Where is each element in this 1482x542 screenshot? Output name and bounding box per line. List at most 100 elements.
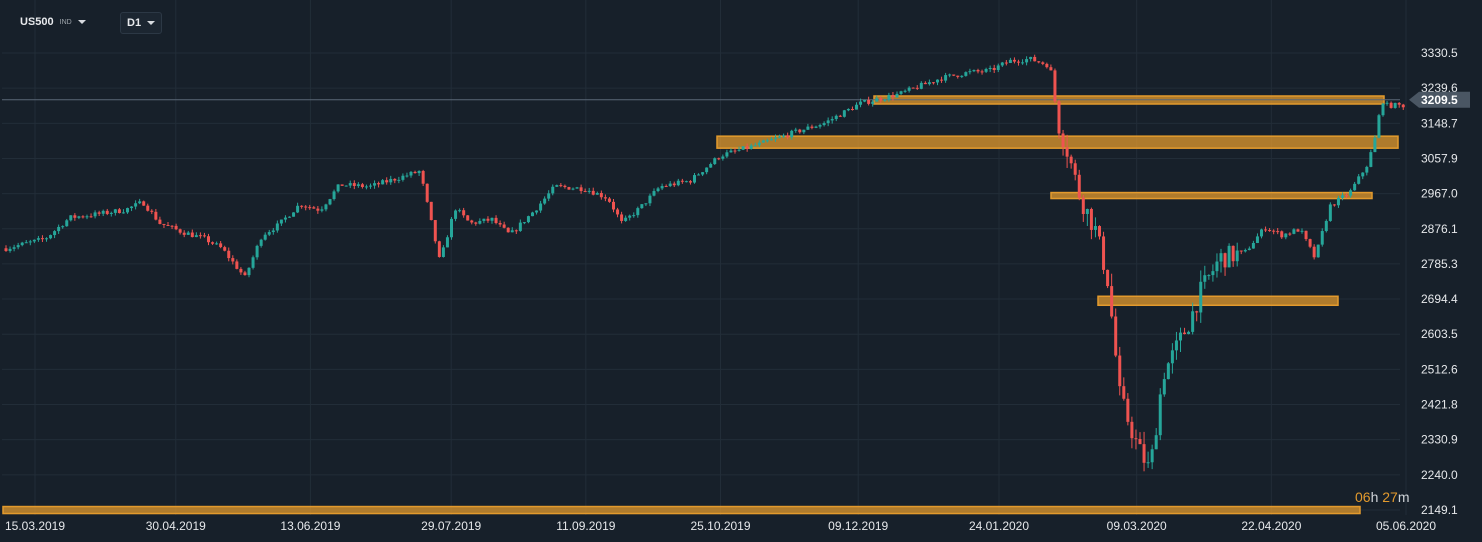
x-tick-label: 15.03.2019 [5, 519, 65, 533]
candle-body [684, 181, 688, 183]
current-price-tag: 3209.5 [1409, 91, 1470, 108]
price-tag-background [1409, 91, 1470, 108]
candle-body [194, 235, 198, 238]
candle-body [462, 210, 466, 216]
candle-body [753, 145, 757, 147]
candle-body [680, 180, 684, 182]
candle-body [814, 126, 818, 128]
candle-body [660, 186, 664, 189]
timeframe-label: D1 [127, 17, 142, 29]
candle-body [903, 90, 907, 92]
candle-body [385, 180, 389, 183]
candle-body [919, 82, 923, 89]
zone-band[interactable] [1097, 295, 1339, 307]
candle-body [931, 82, 935, 84]
candle-body [486, 218, 490, 221]
candle-body [1166, 363, 1170, 380]
zone-band[interactable] [716, 135, 1399, 149]
y-tick-label: 3057.9 [1421, 151, 1458, 165]
candle-body [292, 212, 296, 217]
timeframe-selector[interactable]: D1 [120, 12, 163, 34]
zone-band[interactable] [1050, 191, 1373, 200]
candle-body [1353, 183, 1357, 191]
candle-body [1385, 102, 1389, 104]
candle-body [166, 224, 170, 226]
candle-body [1401, 104, 1405, 108]
candle-body [567, 187, 571, 190]
candle-body [1219, 253, 1223, 262]
candle-body [1093, 226, 1097, 230]
candle-body [806, 126, 810, 130]
candle-body [1154, 435, 1158, 450]
candle-body [1138, 439, 1142, 445]
candle-body [672, 183, 676, 186]
candle-body [595, 192, 599, 195]
candle-body [1098, 226, 1101, 237]
candle-body [198, 235, 202, 237]
zone-band[interactable] [2, 505, 1361, 515]
candle-body [514, 230, 518, 232]
symbol-type-label: IND [59, 18, 72, 26]
candle-body [32, 239, 36, 242]
candle-body [652, 191, 656, 196]
candle-body [1106, 269, 1110, 287]
candle-body [850, 108, 854, 110]
candle-body [948, 74, 952, 76]
candle-body [1357, 176, 1361, 184]
candle-body [474, 222, 478, 224]
candle-body [113, 209, 117, 213]
chart-toolbar: US500 IND D1 [0, 0, 1400, 40]
candle-body [49, 235, 53, 239]
y-tick-label: 2240.0 [1421, 468, 1458, 482]
candle-body [344, 185, 348, 187]
candle-body [1377, 115, 1381, 138]
candle-body [1179, 332, 1182, 341]
candle-body [1373, 137, 1377, 153]
candle-body [875, 98, 879, 102]
candle-body [688, 181, 692, 183]
candle-body [907, 87, 911, 91]
candle-body [425, 183, 429, 202]
candle-body [620, 214, 624, 221]
candle-body [1268, 230, 1272, 232]
candle-body [356, 184, 360, 186]
x-tick-label: 05.06.2020 [1376, 519, 1436, 533]
candle-body [405, 175, 409, 177]
candle-body [85, 216, 89, 218]
countdown-minutes-unit: m [1397, 489, 1410, 505]
candle-body [97, 212, 101, 214]
candle-body [57, 226, 61, 232]
candle-body [984, 69, 988, 72]
candle-body [316, 208, 320, 211]
candle-body [697, 174, 701, 176]
candle-body [1203, 275, 1207, 282]
candle-body [1199, 281, 1203, 313]
candle-body [960, 75, 964, 77]
candle-body [417, 170, 421, 174]
countdown-minutes: 27 [1382, 489, 1398, 505]
x-tick-label: 09.03.2020 [1107, 519, 1167, 533]
candle-body [1085, 209, 1089, 214]
y-tick-label: 2876.1 [1421, 222, 1458, 236]
candle-body [693, 175, 696, 183]
candle-body [591, 190, 595, 195]
candle-body [12, 247, 16, 249]
candle-body [526, 216, 530, 223]
candle-body [1312, 246, 1316, 258]
candle-body [1049, 67, 1053, 71]
candle-body [883, 99, 887, 101]
candle-body [186, 232, 190, 235]
current-price-value: 3209.5 [1421, 93, 1458, 107]
candle-body [304, 206, 308, 208]
candle-body [798, 129, 802, 133]
candle-body [729, 150, 733, 153]
symbol-selector[interactable]: US500 IND [20, 12, 86, 32]
y-tick-label: 2149.1 [1421, 503, 1458, 517]
candle-body [988, 67, 992, 70]
candle-body [846, 108, 850, 111]
candle-body [583, 191, 587, 193]
candle-body [1065, 147, 1069, 157]
candle-body [1130, 421, 1134, 439]
candle-body [255, 245, 259, 258]
